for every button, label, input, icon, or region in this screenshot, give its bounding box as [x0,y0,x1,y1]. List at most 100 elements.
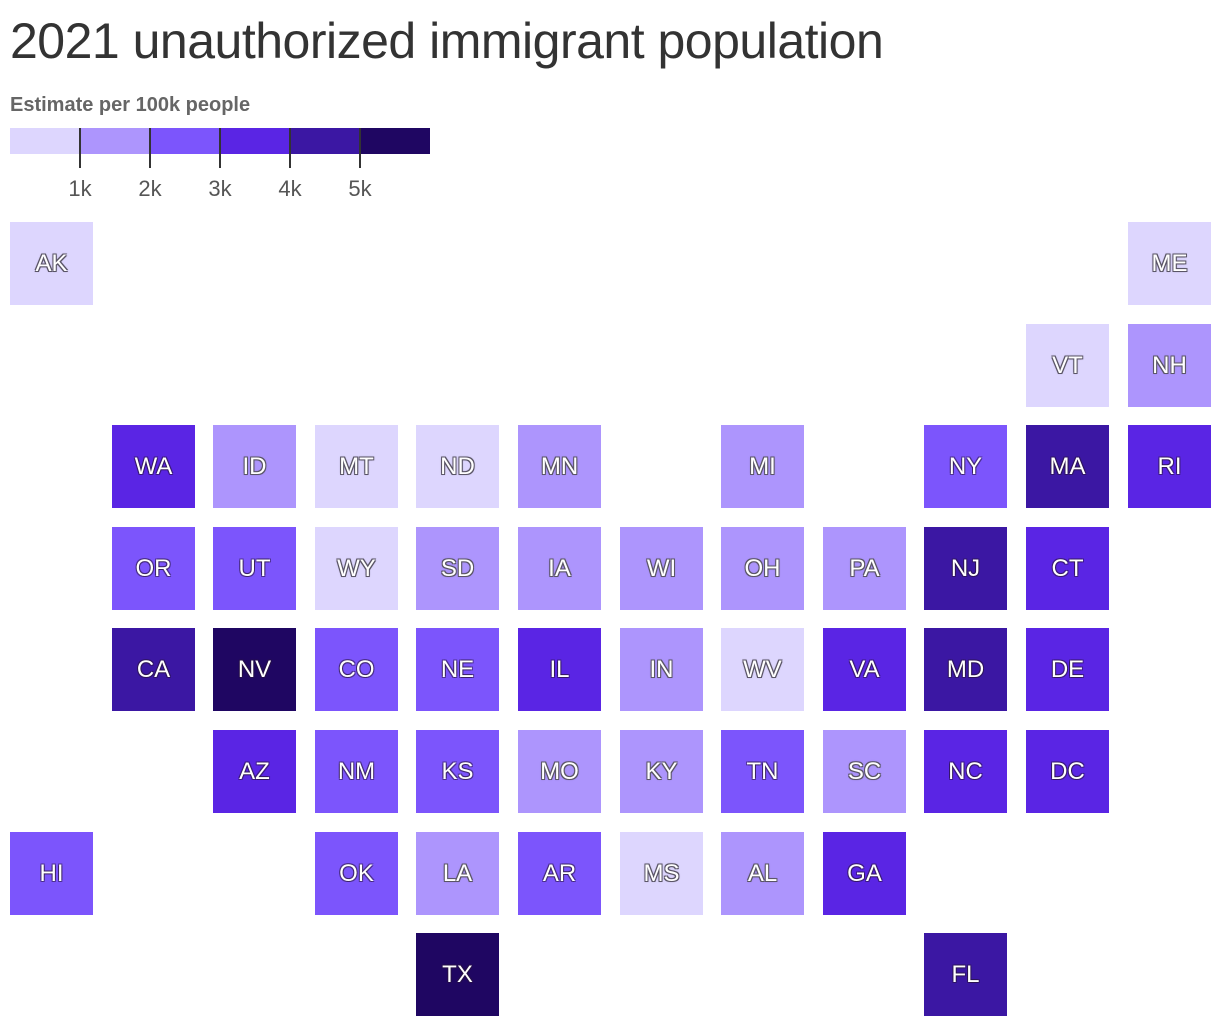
state-label: CT [1051,554,1084,582]
state-label: IN [649,655,674,683]
legend-tick [79,128,81,168]
state-tile-wa[interactable]: WA [112,425,195,508]
state-tile-vt[interactable]: VT [1026,324,1109,407]
state-tile-oh[interactable]: OH [721,527,804,610]
state-label: MS [643,859,680,887]
state-tile-mi[interactable]: MI [721,425,804,508]
state-label: CA [136,655,171,683]
state-tile-nc[interactable]: NC [924,730,1007,813]
state-tile-al[interactable]: AL [721,832,804,915]
state-label: NY [948,452,983,480]
state-label: AR [542,859,577,887]
state-tile-in[interactable]: IN [620,628,703,711]
state-tile-ar[interactable]: AR [518,832,601,915]
state-tile-mo[interactable]: MO [518,730,601,813]
state-tile-or[interactable]: OR [112,527,195,610]
state-label: DC [1050,757,1085,785]
state-label: RI [1157,452,1182,480]
legend-title: Estimate per 100k people [10,94,251,116]
legend-tick [219,128,221,168]
state-label: UT [238,554,271,582]
state-tile-nj[interactable]: NJ [924,527,1007,610]
state-tile-wy[interactable]: WY [315,527,398,610]
legend-swatch [150,128,220,154]
state-label: MO [540,757,579,785]
state-label: SD [440,554,475,582]
state-label: IA [548,554,571,582]
state-tile-ak[interactable]: AK [10,222,93,305]
state-label: TN [746,757,779,785]
state-tile-mn[interactable]: MN [518,425,601,508]
state-tile-nm[interactable]: NM [315,730,398,813]
state-tile-nd[interactable]: ND [416,425,499,508]
state-tile-ga[interactable]: GA [823,832,906,915]
state-tile-ia[interactable]: IA [518,527,601,610]
state-tile-va[interactable]: VA [823,628,906,711]
legend-tick-label: 5k [348,176,372,201]
chart-title: 2021 unauthorized immigrant population [10,13,884,69]
state-tile-nh[interactable]: NH [1128,324,1211,407]
legend-tick [359,128,361,168]
state-tile-ut[interactable]: UT [213,527,296,610]
state-tile-ny[interactable]: NY [924,425,1007,508]
state-label: ID [242,452,267,480]
state-tile-hi[interactable]: HI [10,832,93,915]
state-tile-ma[interactable]: MA [1026,425,1109,508]
state-label: NM [337,757,376,785]
state-label: NJ [950,554,981,582]
state-label: NC [948,757,983,785]
state-label: ME [1151,249,1188,277]
legend-swatch [290,128,360,154]
state-label: MA [1049,452,1086,480]
state-label: MN [540,452,579,480]
state-tile-az[interactable]: AZ [213,730,296,813]
state-label: WV [743,655,782,683]
state-tile-ne[interactable]: NE [416,628,499,711]
color-legend: 1k 2k 3k 4k 5k [10,128,430,208]
state-tile-sc[interactable]: SC [823,730,906,813]
state-tile-ks[interactable]: KS [416,730,499,813]
state-label: OR [135,554,172,582]
state-tile-id[interactable]: ID [213,425,296,508]
state-tile-wv[interactable]: WV [721,628,804,711]
state-tile-ri[interactable]: RI [1128,425,1211,508]
state-tile-ca[interactable]: CA [112,628,195,711]
state-label: MT [339,452,374,480]
state-label: GA [847,859,882,887]
state-label: WA [134,452,173,480]
state-tile-ms[interactable]: MS [620,832,703,915]
state-tile-mt[interactable]: MT [315,425,398,508]
state-tile-ct[interactable]: CT [1026,527,1109,610]
state-tile-wi[interactable]: WI [620,527,703,610]
state-tile-md[interactable]: MD [924,628,1007,711]
state-tile-ok[interactable]: OK [315,832,398,915]
state-tile-dc[interactable]: DC [1026,730,1109,813]
legend-tick-label: 4k [278,176,302,201]
state-label: CO [338,655,375,683]
state-label: ND [440,452,475,480]
state-label: WI [646,554,677,582]
state-tile-il[interactable]: IL [518,628,601,711]
state-tile-tx[interactable]: TX [416,933,499,1016]
legend-tick [289,128,291,168]
legend-swatch [80,128,150,154]
state-label: VT [1052,351,1083,379]
state-tile-tn[interactable]: TN [721,730,804,813]
state-label: MI [749,452,776,480]
state-tile-ky[interactable]: KY [620,730,703,813]
state-tile-la[interactable]: LA [416,832,499,915]
state-label: NV [237,655,272,683]
state-label: WY [337,554,376,582]
state-tile-nv[interactable]: NV [213,628,296,711]
state-tile-sd[interactable]: SD [416,527,499,610]
legend-swatch [360,128,430,154]
state-tile-fl[interactable]: FL [924,933,1007,1016]
state-tile-me[interactable]: ME [1128,222,1211,305]
state-tile-co[interactable]: CO [315,628,398,711]
state-label: LA [442,859,473,887]
state-label: NE [440,655,475,683]
legend-tick-label: 2k [138,176,162,201]
state-tile-pa[interactable]: PA [823,527,906,610]
state-tile-de[interactable]: DE [1026,628,1109,711]
state-label: AK [35,249,68,277]
